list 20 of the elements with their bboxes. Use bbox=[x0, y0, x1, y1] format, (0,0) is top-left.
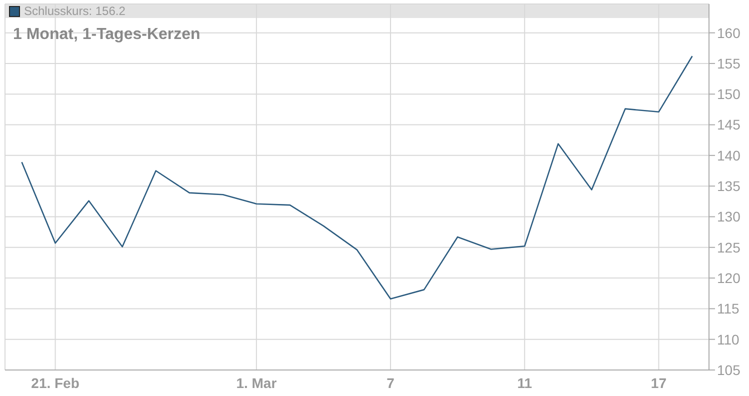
x-tick-label: 21. Feb bbox=[31, 374, 80, 391]
y-tick-label: 135 bbox=[717, 178, 741, 194]
y-tick-label: 130 bbox=[717, 208, 741, 225]
x-tick-label: 17 bbox=[650, 374, 667, 391]
y-tick-label: 110 bbox=[717, 331, 740, 348]
line-series bbox=[21, 55, 693, 300]
y-tick-label: 145 bbox=[717, 116, 741, 133]
x-tick-label: 1. Mar bbox=[236, 374, 278, 391]
x-tick-label: 7 bbox=[386, 374, 395, 391]
y-tick-label: 115 bbox=[717, 300, 740, 317]
legend-label: Schlusskurs: 156.2 bbox=[24, 4, 126, 18]
y-tick-label: 140 bbox=[717, 147, 741, 164]
y-tick-label: 160 bbox=[717, 24, 741, 41]
y-tick-label: 125 bbox=[717, 239, 741, 256]
text: 1 Monat, 1-Tages-Kerzen bbox=[13, 26, 200, 44]
y-tick-label: 155 bbox=[717, 55, 741, 72]
y-tick-label: 105 bbox=[717, 362, 741, 378]
y-tick-label: 120 bbox=[717, 270, 741, 286]
y-tick-label: 150 bbox=[717, 86, 741, 102]
x-tick-label: 11 bbox=[517, 374, 532, 391]
